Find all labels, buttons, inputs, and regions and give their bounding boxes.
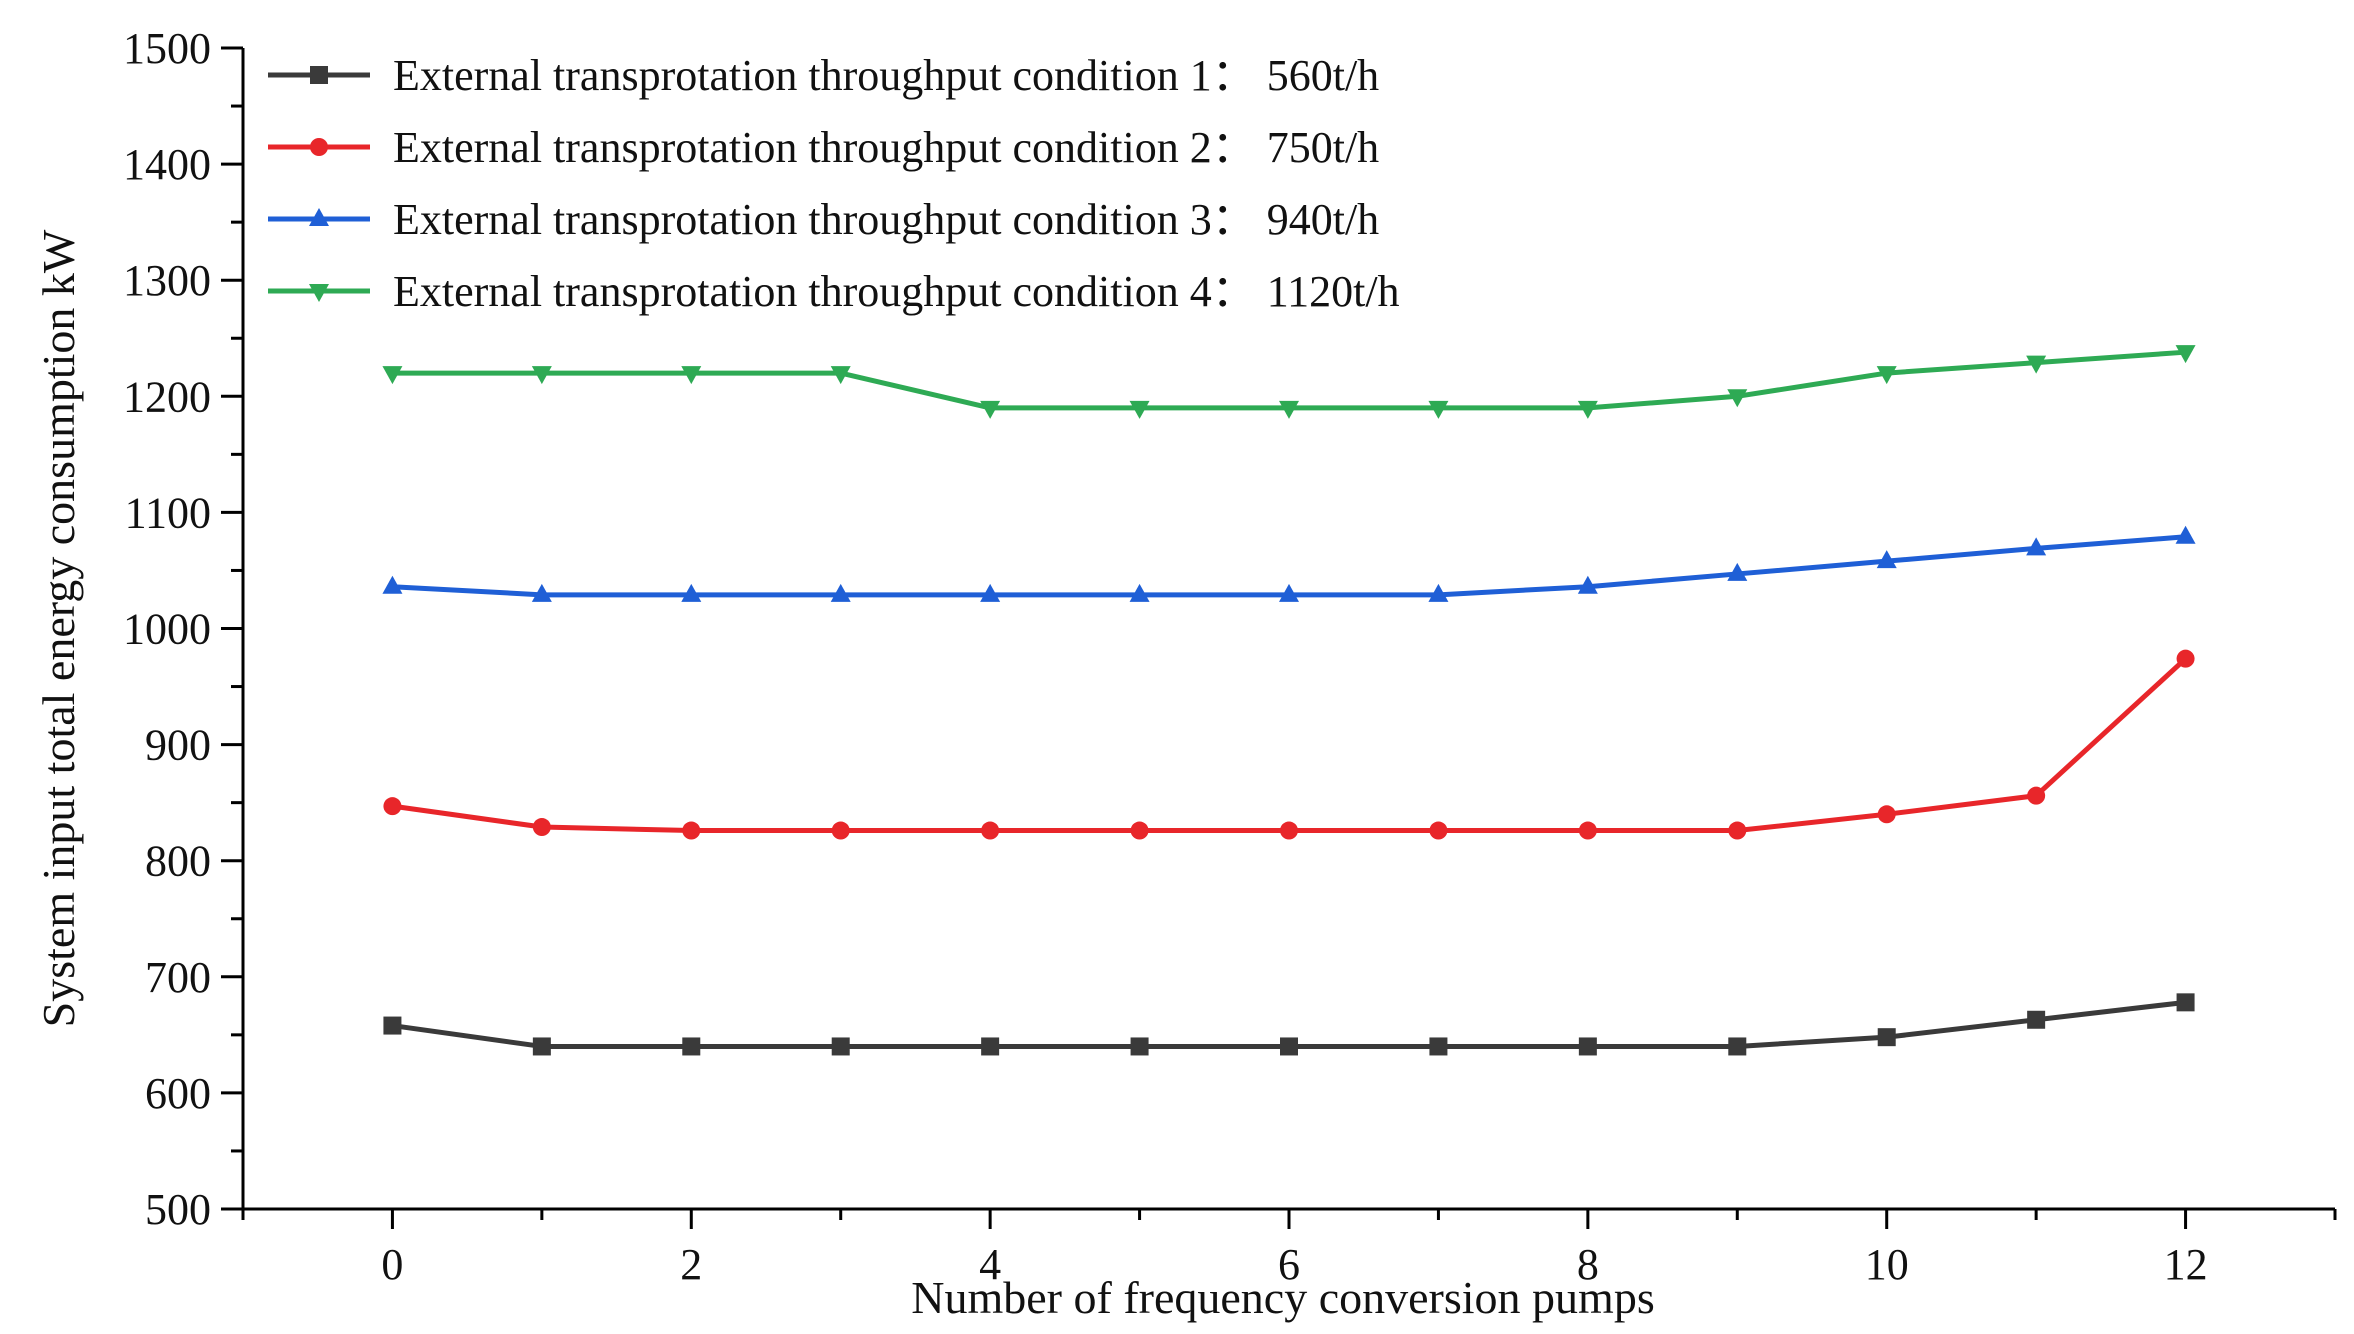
data-point-circle	[981, 821, 1000, 840]
legend-label: External transprotation throughput condi…	[393, 51, 1379, 100]
data-point-square	[532, 1037, 551, 1056]
data-point-triangle-down	[2175, 345, 2196, 364]
data-point-triangle-down	[1279, 400, 1299, 419]
y-tick-label: 700	[145, 953, 211, 1002]
data-point-square	[1130, 1037, 1149, 1056]
data-point-circle	[1578, 821, 1597, 840]
data-point-triangle-up	[980, 583, 1001, 602]
data-point-square	[682, 1037, 701, 1056]
data-point-triangle-up	[309, 208, 329, 226]
x-tick-label: 10	[1865, 1240, 1909, 1289]
data-point-square	[831, 1037, 850, 1056]
data-point-triangle-down	[1577, 400, 1598, 419]
data-point-square	[1877, 1028, 1896, 1047]
data-point-square	[981, 1037, 1000, 1056]
data-point-circle	[1728, 821, 1747, 840]
data-point-triangle-up	[382, 575, 403, 594]
data-point-circle	[310, 138, 328, 156]
data-point-triangle-down	[1428, 400, 1449, 419]
data-point-square	[1280, 1037, 1298, 1056]
data-point-triangle-up	[681, 583, 702, 602]
data-point-circle	[1877, 805, 1896, 824]
x-axis-title: Number of frequency conversion pumps	[911, 1272, 1654, 1323]
data-point-triangle-down	[2026, 355, 2047, 374]
data-point-circle	[682, 821, 701, 840]
data-point-circle	[383, 797, 402, 816]
series-line	[392, 656, 2188, 834]
series-line	[392, 349, 2186, 411]
data-point-square	[1578, 1037, 1597, 1056]
data-point-circle	[1130, 821, 1149, 840]
data-point-circle	[831, 821, 850, 840]
y-tick-label: 500	[145, 1185, 211, 1234]
x-tick-label: 8	[1577, 1240, 1599, 1289]
data-point-triangle-down	[980, 400, 1001, 419]
data-point-square	[310, 66, 328, 84]
data-point-triangle-down	[1876, 366, 1897, 385]
data-point-triangle-up	[1727, 562, 1748, 581]
data-point-triangle-down	[309, 284, 329, 302]
data-point-triangle-down	[531, 366, 552, 385]
data-point-triangle-down	[681, 366, 702, 385]
x-tick-label: 2	[680, 1240, 702, 1289]
data-point-triangle-up	[1428, 583, 1449, 602]
data-point-triangle-up	[2026, 537, 2047, 556]
legend-entry-4: External transprotation throughput condi…	[268, 267, 1400, 316]
data-point-triangle-down	[830, 366, 851, 385]
x-tick-label: 12	[2164, 1240, 2208, 1289]
x-tick-label: 6	[1278, 1240, 1300, 1289]
data-point-square	[2027, 1010, 2046, 1029]
series-3	[382, 525, 2196, 602]
y-tick-label: 1000	[123, 605, 211, 654]
series-4	[382, 345, 2196, 419]
legend-label: External transprotation throughput condi…	[393, 195, 1379, 244]
y-tick-label: 1300	[123, 256, 211, 305]
data-point-triangle-up	[2175, 525, 2196, 544]
data-point-triangle-up	[1876, 550, 1897, 569]
x-tick-label: 4	[979, 1240, 1001, 1289]
data-point-circle	[1429, 821, 1448, 840]
legend-label: External transprotation throughput condi…	[393, 123, 1379, 172]
y-tick-label: 600	[145, 1069, 211, 1118]
data-point-triangle-down	[1727, 389, 1748, 408]
data-point-square	[2176, 993, 2195, 1012]
y-tick-label: 900	[145, 721, 211, 770]
axes: 500 600 700 800 900 1000 1100 1200 1300 1400 1500 0…	[123, 24, 2337, 1289]
data-point-triangle-up	[1279, 583, 1299, 602]
data-point-square	[383, 1016, 402, 1035]
legend-entry-3: External transprotation throughput condi…	[268, 195, 1379, 244]
data-point-circle	[1280, 821, 1298, 840]
data-point-circle	[2176, 649, 2195, 668]
y-tick-label: 1200	[123, 372, 211, 421]
data-point-square	[1429, 1037, 1448, 1056]
data-point-triangle-up	[830, 583, 851, 602]
data-point-square	[1728, 1037, 1747, 1056]
data-point-triangle-up	[1577, 575, 1598, 594]
x-tick-label: 0	[381, 1240, 403, 1289]
legend-entry-1: External transprotation throughput condi…	[268, 51, 1379, 100]
data-point-triangle-up	[531, 583, 552, 602]
y-tick-label: 1100	[125, 488, 211, 537]
y-axis-title: System input total energy consumption kW	[33, 229, 84, 1027]
legend-label: External transprotation throughput condi…	[393, 267, 1400, 316]
series-2	[383, 649, 2195, 840]
data-point-triangle-up	[1129, 583, 1150, 602]
data-point-circle	[532, 818, 551, 837]
series-1	[383, 993, 2195, 1056]
legend-entry-2: External transprotation throughput condi…	[268, 123, 1379, 172]
legend: External transprotation throughput condi…	[268, 51, 1400, 316]
data-point-triangle-down	[1129, 400, 1150, 419]
y-tick-label: 800	[145, 837, 211, 886]
y-tick-label: 1500	[123, 24, 211, 73]
y-tick-label: 1400	[123, 140, 211, 189]
series-lines	[382, 345, 2196, 1056]
data-point-triangle-down	[382, 366, 403, 385]
data-point-circle	[2027, 786, 2046, 805]
